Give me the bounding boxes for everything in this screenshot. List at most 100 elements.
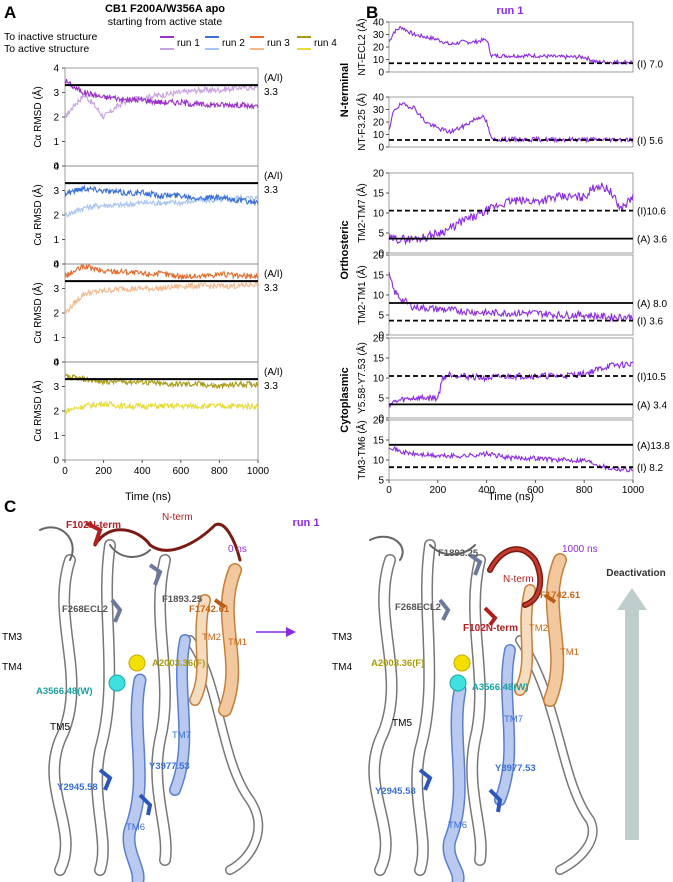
f268-residue-left <box>110 598 123 623</box>
ref-label: (I) 7.0 <box>637 59 664 70</box>
helix-tm6-right-fill <box>444 685 465 882</box>
legend-inactive-text: To inactive structure <box>4 31 98 43</box>
plot-frame-run4 <box>64 361 259 461</box>
panel-a-plots: 0 1 2 3 4 Cα RMSD (Å) (A/I) 3.3 0 1 2 3 4 Cα RMSD (Å)… <box>31 64 283 478</box>
structure-0ns: F102N-term N-term F1893.25 F268ECL2 F174… <box>2 512 264 882</box>
deactivation-arrow-shaft <box>625 608 639 840</box>
y-tick-label: 0 <box>53 358 59 369</box>
f174-residue-left <box>213 598 227 609</box>
y-tick-label: 10 <box>373 374 385 385</box>
ref-label: (A) 3.4 <box>637 400 667 411</box>
x-tick-label: 200 <box>429 485 446 496</box>
group-n-terminal: N-terminal <box>339 63 351 117</box>
y-tick-label: 10 <box>373 55 385 66</box>
series-line-to-inactive-run2 <box>64 184 259 207</box>
plot-frame-run2 <box>64 165 259 265</box>
ref-label: (I)10.5 <box>637 372 666 383</box>
group-orthosteric: Orthosteric <box>339 220 351 279</box>
y-tick-label: 15 <box>373 354 385 365</box>
ref-value: 3.3 <box>264 283 278 294</box>
structure-1000ns: N-term F1893.25 F268ECL2 F1742.61 TM3 F1… <box>332 535 598 882</box>
y-tick-label: 0 <box>53 260 59 271</box>
y-tick-label: 0 <box>378 68 384 79</box>
y-tick-label: 3 <box>53 382 59 393</box>
y-tick-label: 10 <box>373 456 385 467</box>
a356-sphere-left <box>108 674 126 692</box>
label-f102-left: F102N-term <box>66 520 121 531</box>
y294-residue-right <box>418 768 433 791</box>
label-tm7-left: TM7 <box>172 730 191 741</box>
loop-icl-right-fill <box>516 636 597 874</box>
y-tick-label: 2 <box>53 309 59 320</box>
series-line-to-active-run3 <box>64 280 259 314</box>
y-tick-label: 3 <box>53 284 59 295</box>
label-f174-right: F1742.61 <box>540 590 581 601</box>
y-axis-label: Cα RMSD (Å) <box>31 86 44 147</box>
legend-label-run4: run 4 <box>314 38 337 49</box>
a356-sphere-right <box>449 674 467 692</box>
ref-label: (A) 8.0 <box>637 299 667 310</box>
legend-label-run3: run 3 <box>267 38 290 49</box>
helix-tm4-left-fill <box>92 540 115 875</box>
y-axis-label: TM2-TM7 (Å) <box>355 183 368 242</box>
y-tick-label: 5 <box>378 476 384 487</box>
plot-frame-b4 <box>388 254 634 336</box>
y-tick-label: 0 <box>378 414 384 425</box>
f102-residue-right <box>483 606 498 627</box>
plot-frame-b1 <box>388 21 634 73</box>
label-tm1-right: TM1 <box>560 647 579 658</box>
panel-c-title: run 1 <box>293 517 320 529</box>
y-tick-label: 40 <box>373 18 385 29</box>
series-line-b3 <box>388 182 634 246</box>
label-f174-left: F1742.61 <box>189 604 230 615</box>
nterm-loop-right-fill <box>488 547 542 607</box>
y-tick-label: 4 <box>53 358 59 369</box>
y-tick-label: 15 <box>373 436 385 447</box>
panel-a-subtitle: starting from active state <box>108 16 223 28</box>
ref-value: 3.3 <box>264 381 278 392</box>
helix-tm3-right-fill <box>467 555 486 865</box>
ref-label: (A) 3.6 <box>637 235 667 246</box>
ref-label: (A)13.8 <box>637 441 670 452</box>
label-tm4-left: TM4 <box>2 662 22 673</box>
ecl-loops-right <box>369 535 476 561</box>
helix-tm7-right-fill <box>495 645 515 805</box>
panel-b-letter: B <box>366 3 378 22</box>
y-tick-label: 5 <box>378 394 384 405</box>
helix-tm1-right-fill <box>544 554 566 706</box>
y-tick-label: 1 <box>53 431 59 442</box>
label-tm4-right: TM4 <box>332 662 352 673</box>
time-1000ns: 1000 ns <box>562 544 598 555</box>
y-tick-label: 20 <box>373 169 385 180</box>
x-tick-label: 800 <box>211 466 228 477</box>
y-tick-label: 4 <box>53 260 59 271</box>
panel-a-x-label: Time (ns) <box>125 491 171 503</box>
label-tm6-left: TM6 <box>126 822 145 833</box>
y-tick-label: 20 <box>373 251 385 262</box>
label-f189-left: F1893.25 <box>162 594 203 605</box>
f189-residue-right <box>468 553 483 576</box>
ref-label: (I)10.6 <box>637 207 666 218</box>
x-tick-label: 400 <box>478 485 495 496</box>
panel-a-letter: A <box>4 3 16 22</box>
helix-tm1-left-fill <box>219 564 241 716</box>
series-line-to-active-run4 <box>64 400 259 416</box>
x-tick-label: 800 <box>576 485 593 496</box>
ref-label: (A/I) <box>264 269 283 280</box>
label-tm3-left: TM3 <box>2 632 22 643</box>
x-tick-label: 1000 <box>622 485 645 496</box>
x-tick-label: 1000 <box>247 466 270 477</box>
group-cytoplasmic: Cytoplasmic <box>339 367 351 432</box>
ref-label: (A/I) <box>264 367 283 378</box>
label-a356-left: A3566.48(W) <box>36 686 93 697</box>
helix-tm5-right-fill <box>369 555 397 875</box>
transition-arrow-head <box>286 627 296 637</box>
label-f102-right: F102N-term <box>463 623 518 634</box>
y-tick-label: 2 <box>53 407 59 418</box>
y-tick-label: 3 <box>53 186 59 197</box>
f102-residue-left <box>85 521 103 546</box>
ref-label: (A/I) <box>264 73 283 84</box>
y-tick-label: 3 <box>53 88 59 99</box>
time-0ns: 0 ns <box>228 544 247 555</box>
